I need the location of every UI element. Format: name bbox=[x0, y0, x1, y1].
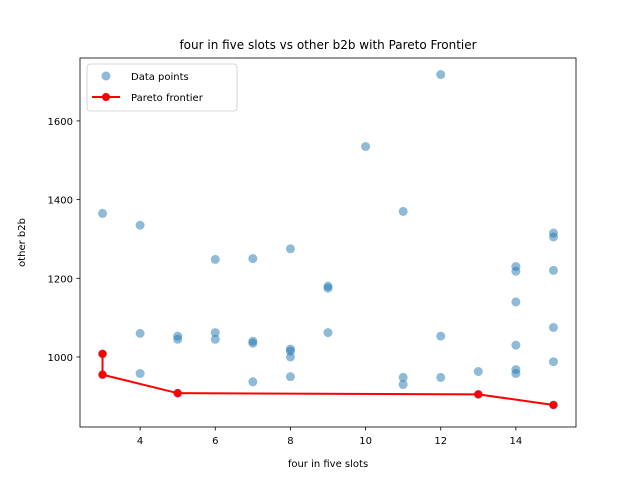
x-tick-label: 6 bbox=[212, 436, 218, 447]
legend-label-pareto-frontier: Pareto frontier bbox=[131, 93, 204, 104]
y-tick-label: 1000 bbox=[48, 353, 73, 364]
x-tick-label: 10 bbox=[359, 436, 372, 447]
x-tick-label: 4 bbox=[137, 436, 143, 447]
x-tick-label: 12 bbox=[434, 436, 447, 447]
data-point bbox=[285, 244, 295, 254]
x-axis: 4 6 8 10 12 14 bbox=[137, 427, 522, 447]
data-point bbox=[210, 334, 220, 344]
pareto-point bbox=[173, 389, 182, 398]
legend-marker-data-points bbox=[101, 71, 111, 81]
x-axis-label: four in five slots bbox=[288, 459, 368, 470]
data-point bbox=[135, 328, 145, 338]
legend: Data points Pareto frontier bbox=[86, 63, 238, 112]
legend-label-data-points: Data points bbox=[131, 72, 189, 83]
legend-marker-pareto-frontier bbox=[102, 93, 110, 101]
y-tick-label: 1200 bbox=[48, 274, 73, 285]
data-point bbox=[511, 297, 521, 307]
data-point bbox=[548, 357, 558, 367]
data-point bbox=[361, 142, 371, 152]
data-point bbox=[511, 368, 521, 378]
chart-title: four in five slots vs other b2b with Par… bbox=[179, 38, 476, 52]
y-axis-label: other b2b bbox=[17, 218, 28, 267]
pareto-point bbox=[474, 390, 483, 399]
data-point bbox=[548, 232, 558, 242]
data-point bbox=[248, 254, 258, 264]
data-point bbox=[473, 367, 483, 377]
plot-content bbox=[98, 70, 558, 410]
data-point bbox=[135, 220, 145, 230]
data-point bbox=[210, 328, 220, 338]
data-point bbox=[398, 372, 408, 382]
data-point bbox=[98, 208, 108, 218]
y-tick-label: 1400 bbox=[48, 196, 73, 207]
axes-frame bbox=[79, 57, 577, 428]
y-axis: 1000 1200 1400 1600 bbox=[48, 117, 80, 364]
pareto-point bbox=[98, 370, 107, 379]
data-point bbox=[511, 266, 521, 276]
y-tick-label: 1600 bbox=[48, 117, 73, 128]
data-point bbox=[210, 254, 220, 264]
data-point bbox=[436, 331, 446, 341]
data-point bbox=[248, 377, 258, 387]
legend-box bbox=[86, 63, 238, 112]
x-tick-label: 14 bbox=[510, 436, 523, 447]
data-point bbox=[323, 328, 333, 338]
data-point bbox=[135, 368, 145, 378]
data-point bbox=[511, 340, 521, 350]
data-point bbox=[436, 372, 446, 382]
data-point bbox=[398, 380, 408, 390]
data-point bbox=[548, 322, 558, 332]
data-point bbox=[323, 283, 333, 293]
data-point bbox=[436, 70, 446, 80]
plot-area bbox=[80, 58, 576, 427]
pareto-point bbox=[98, 349, 107, 358]
data-point bbox=[285, 372, 295, 382]
data-point bbox=[398, 206, 408, 216]
x-tick-label: 8 bbox=[287, 436, 293, 447]
data-point bbox=[285, 352, 295, 362]
data-point bbox=[173, 334, 183, 344]
data-point bbox=[548, 265, 558, 275]
pareto-point bbox=[549, 400, 558, 409]
data-point bbox=[248, 338, 258, 348]
